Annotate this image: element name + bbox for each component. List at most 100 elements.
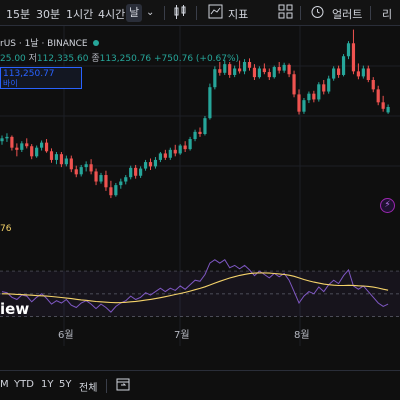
candle-body — [252, 67, 257, 78]
candle-body — [178, 145, 182, 154]
candle-body — [381, 102, 385, 109]
candle-body — [163, 153, 167, 158]
range-divider — [106, 379, 107, 393]
timeframe-30m[interactable]: 30분 — [36, 8, 61, 21]
indicators-icon[interactable] — [208, 4, 223, 23]
candle-body — [84, 164, 88, 168]
indicators-button[interactable]: 지표 — [228, 8, 249, 21]
candle-body — [317, 84, 321, 100]
price-box-label: 바이 — [3, 79, 18, 88]
candle-body — [30, 146, 34, 157]
candle-body — [40, 142, 44, 148]
candle-body — [104, 175, 108, 188]
timeframe-15m[interactable]: 15분 — [6, 8, 31, 21]
candle-body — [124, 177, 128, 182]
candle-body — [292, 74, 296, 95]
candle-body — [287, 64, 291, 75]
timeframe-4h[interactable]: 4시간 — [98, 8, 126, 21]
candle-body — [59, 154, 63, 165]
candle-body — [0, 138, 4, 142]
candle-body — [20, 143, 24, 150]
price-box-value: 113,250.77 — [3, 69, 55, 79]
candle-body — [99, 175, 103, 182]
candle-body — [366, 68, 370, 80]
month-label-jun: 6월 — [58, 330, 74, 341]
month-label-aug: 8월 — [294, 330, 310, 341]
candle-body — [44, 142, 49, 152]
alert-clock-icon[interactable] — [310, 4, 325, 23]
candle-body — [79, 167, 83, 175]
candle-body — [119, 181, 123, 186]
candle-body — [371, 80, 375, 90]
rsi-pane — [0, 258, 400, 317]
toolbar-divider — [300, 6, 301, 20]
candle-body — [257, 68, 261, 78]
candle-body — [64, 158, 68, 165]
layout-grid-icon[interactable] — [278, 4, 293, 23]
toolbar-divider — [196, 6, 197, 20]
candle-body — [341, 56, 346, 75]
range-bar: M YTD 1Y 5Y 전체 — [0, 370, 400, 400]
rsi-value: 76 — [0, 224, 12, 234]
range-1m[interactable]: M — [0, 379, 9, 390]
candle-body — [376, 89, 380, 103]
candle-body — [332, 68, 336, 79]
candle-body — [247, 62, 252, 68]
candle-body — [272, 67, 276, 78]
candle-body — [242, 62, 247, 72]
candle-body — [188, 139, 192, 150]
range-all[interactable]: 전체 — [79, 383, 98, 394]
candle-body — [302, 100, 306, 112]
candle-body — [203, 118, 207, 134]
candle-body — [351, 43, 356, 72]
candle-body — [94, 171, 98, 182]
range-1y[interactable]: 1Y — [41, 379, 54, 390]
candle-body — [139, 168, 143, 176]
candle-body — [356, 71, 360, 77]
candle-body — [282, 64, 286, 71]
timeframe-1h[interactable]: 1시간 — [66, 8, 94, 21]
toolbar-divider — [370, 6, 371, 20]
range-ytd[interactable]: YTD — [14, 379, 34, 390]
candle-body — [233, 68, 237, 75]
candle-body — [198, 131, 202, 134]
market-open-dot — [93, 40, 100, 46]
candle-body — [35, 147, 39, 157]
candle-body — [218, 69, 222, 73]
legend-change: +750.76 (+0.67%) — [154, 54, 240, 64]
candle-style-icon[interactable] — [172, 4, 188, 24]
rsi-ma-line — [2, 272, 389, 304]
lightning-icon[interactable]: ⚡ — [380, 198, 395, 213]
chevron-down-icon[interactable]: ⌄ — [146, 7, 155, 18]
candle-body — [213, 69, 217, 88]
candle-body — [114, 185, 118, 196]
month-label-jul: 7월 — [174, 330, 190, 341]
candle-body — [49, 151, 54, 160]
legend-open-tail: 25.00 — [0, 54, 26, 64]
candle-body — [267, 72, 271, 78]
candle-body — [312, 93, 316, 100]
replay-button[interactable]: 리 — [382, 8, 393, 21]
price-chart[interactable] — [0, 26, 400, 366]
toolbar-divider — [164, 6, 165, 20]
candle-body — [228, 64, 232, 75]
legend-close-value: 113,250.76 — [99, 54, 152, 64]
price-box[interactable]: 113,250.77 바이 — [0, 67, 82, 89]
candle-body — [183, 145, 187, 150]
candle-body — [5, 136, 9, 139]
candle-body — [262, 68, 266, 73]
legend-low-value: 112,335.60 — [36, 54, 89, 64]
timeframe-1d[interactable]: 날 — [126, 4, 143, 22]
legend-symbol: rUS · 1날 · BINANCE — [0, 39, 88, 49]
tradingview-logo-text: iew — [0, 300, 30, 318]
candle-body — [54, 154, 59, 160]
range-5y[interactable]: 5Y — [59, 379, 72, 390]
alert-button[interactable]: 얼러트 — [332, 8, 363, 21]
candle-body — [74, 169, 78, 175]
candle-body — [69, 158, 73, 170]
candle-body — [148, 162, 153, 167]
candle-body — [143, 162, 148, 169]
goto-date-icon[interactable] — [116, 377, 130, 395]
candle-body — [386, 107, 390, 113]
rsi-line — [1, 258, 389, 313]
